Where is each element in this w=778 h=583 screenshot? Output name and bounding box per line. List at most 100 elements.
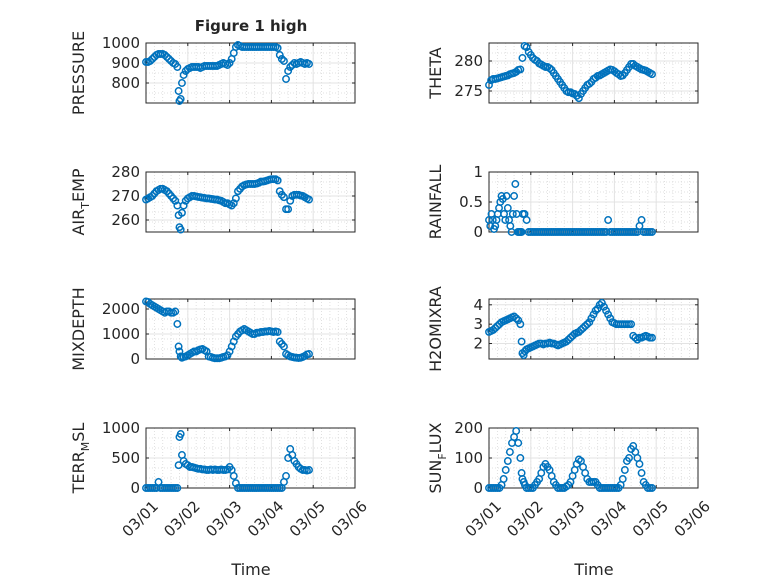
- data-point: [148, 55, 157, 63]
- data-point: [577, 326, 585, 334]
- data-point: [591, 306, 600, 315]
- y-tick-label: 270: [111, 187, 140, 205]
- y-tick-label: 4: [473, 296, 483, 314]
- data-point: [648, 484, 656, 492]
- y-tick-label: 275: [454, 82, 483, 100]
- data-point: [174, 461, 183, 470]
- y-tick-label: 0: [130, 350, 140, 368]
- data-point: [574, 327, 583, 336]
- data-point: [635, 460, 644, 468]
- figure-title: Figure 1 high: [195, 17, 308, 35]
- data-point: [223, 61, 232, 69]
- subplot-theta: 275 280 THETA: [426, 42, 699, 104]
- data-point: [176, 225, 185, 234]
- y-axis-label: AIRTEMP: [69, 168, 92, 235]
- y-axis-label: H2OMIXRA: [426, 286, 445, 372]
- data-point: [273, 176, 282, 185]
- y-tick-label: 1000: [102, 419, 140, 437]
- data-point: [618, 475, 627, 483]
- x-axis-label-left: Time: [230, 560, 270, 579]
- data-point: [174, 342, 183, 351]
- data-point: [597, 298, 606, 307]
- subplot-h2omixra: 2 34 H2OMIXRA: [426, 286, 699, 372]
- y-tick-label: 1000: [102, 34, 140, 52]
- y-axis-label: PRESSURE: [69, 31, 88, 115]
- data-point: [501, 216, 510, 224]
- data-point: [273, 44, 282, 52]
- data-point: [179, 71, 188, 79]
- data-point: [173, 484, 182, 492]
- y-tick-label: 0.5: [459, 193, 483, 211]
- data-point: [581, 322, 590, 331]
- y-tick-label: 500: [111, 449, 140, 467]
- y-tick-label: 280: [454, 52, 483, 70]
- y-tick-label: 0: [473, 479, 483, 497]
- axes-box: [145, 171, 356, 233]
- data-point: [566, 333, 575, 342]
- y-axis-label: MIXDEPTH: [69, 287, 88, 370]
- data-point: [501, 466, 510, 474]
- data-series: [485, 180, 656, 236]
- data-point: [284, 67, 293, 75]
- data-point: [171, 307, 180, 316]
- y-tick-label: 0: [473, 223, 483, 241]
- data-point: [512, 314, 521, 323]
- y-axis-label: THETA: [426, 47, 445, 99]
- data-point: [595, 300, 604, 309]
- data-point: [282, 472, 290, 480]
- data-point: [305, 60, 313, 68]
- data-point: [275, 51, 284, 59]
- subplot-pressure: 800 900 1000 PRESSURE: [69, 31, 356, 115]
- data-point: [282, 75, 290, 83]
- data-point: [502, 192, 511, 200]
- data-point: [493, 322, 502, 331]
- data-point: [173, 63, 182, 71]
- data-point: [518, 54, 527, 62]
- y-tick-label: 1000: [102, 325, 140, 343]
- data-series: [485, 42, 656, 103]
- data-point: [279, 193, 288, 202]
- data-point: [273, 328, 282, 336]
- y-tick-label: 200: [454, 419, 483, 437]
- data-point: [516, 454, 525, 462]
- data-point: [277, 55, 286, 63]
- data-series: [485, 298, 656, 360]
- y-axis-label: SUNFLUX: [426, 422, 449, 493]
- data-point: [177, 208, 186, 217]
- y-tick-label: 1: [473, 163, 483, 181]
- data-point: [176, 95, 185, 103]
- data-point: [589, 310, 598, 319]
- data-point: [225, 59, 234, 67]
- y-tick-label: 280: [111, 163, 140, 181]
- y-tick-label: 800: [111, 74, 140, 92]
- y-tick-label: 100: [454, 449, 483, 467]
- data-point: [503, 457, 512, 465]
- data-point: [583, 320, 592, 329]
- data-point: [574, 94, 583, 103]
- data-point: [648, 70, 656, 79]
- data-point: [177, 79, 186, 87]
- data-point: [627, 320, 636, 329]
- data-series: [142, 41, 313, 105]
- data-point: [585, 79, 594, 88]
- axes-box: [488, 42, 699, 104]
- data-point: [562, 337, 571, 346]
- data-point: [505, 448, 514, 456]
- data-point: [602, 306, 610, 315]
- subplot-air-temp: 260 270 280 AIRTEMP: [69, 163, 356, 236]
- data-point: [305, 350, 313, 358]
- y-tick-label: 260: [111, 211, 140, 229]
- data-point: [516, 320, 525, 329]
- data-point: [503, 204, 512, 212]
- data-point: [305, 195, 313, 204]
- data-point: [510, 192, 519, 200]
- data-point: [284, 205, 293, 214]
- data-point: [160, 51, 169, 59]
- data-point: [508, 210, 517, 218]
- data-point: [176, 430, 185, 438]
- y-tick-label: 0: [130, 479, 140, 497]
- data-point: [165, 55, 173, 63]
- y-axis-label: RAINFALL: [426, 165, 445, 240]
